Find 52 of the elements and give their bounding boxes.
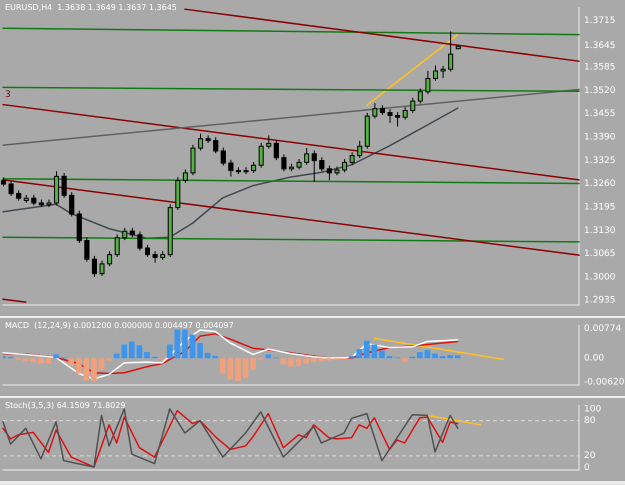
y-tick-label: 1.3390 bbox=[584, 132, 616, 143]
bar bbox=[454, 355, 461, 358]
bar bbox=[182, 330, 188, 358]
y-tick-label: 1.3585 bbox=[584, 62, 616, 73]
y-tick-label: 100 bbox=[584, 404, 602, 414]
bar bbox=[228, 358, 234, 380]
bar bbox=[212, 356, 218, 358]
bar bbox=[348, 356, 354, 358]
bar bbox=[84, 358, 90, 380]
y-tick-label: 1.3000 bbox=[584, 272, 616, 282]
y-tick-label: 0 bbox=[584, 462, 590, 473]
y-tick-label: 1.3455 bbox=[584, 109, 616, 120]
y-tick-label: 1.3260 bbox=[584, 179, 616, 190]
y-tick-label: 1.3065 bbox=[584, 249, 616, 260]
bar bbox=[318, 358, 324, 362]
annotation: 3 bbox=[5, 90, 11, 100]
y-tick-label: 1.3195 bbox=[584, 202, 616, 212]
chart-title: MACD (12,24,9) 0.001200 0.000000 0.004497 0.004097 bbox=[5, 321, 234, 330]
bar bbox=[38, 358, 44, 364]
y-tick-label: 1.2935 bbox=[584, 296, 616, 306]
bar bbox=[174, 330, 180, 358]
bar bbox=[121, 344, 128, 358]
chart-title: EURUSD,H4 1.3638 1.3649 1.3637 1.3645 bbox=[5, 3, 177, 12]
y-tick-label: 1.3520 bbox=[584, 86, 616, 96]
bar bbox=[250, 358, 256, 370]
bar bbox=[265, 354, 272, 358]
bar bbox=[166, 344, 173, 358]
bar bbox=[204, 352, 210, 358]
y-tick-label: 0.00 bbox=[584, 354, 604, 364]
y-tick-label: 20 bbox=[584, 451, 596, 462]
bar bbox=[417, 352, 423, 358]
y-tick-label: 1.3130 bbox=[584, 226, 616, 236]
bar bbox=[303, 358, 309, 364]
y-tick-label: 0.00774 bbox=[584, 324, 622, 334]
bar bbox=[46, 358, 52, 364]
bar bbox=[114, 354, 120, 358]
bar bbox=[372, 344, 378, 358]
y-tick-label: -0.00620 bbox=[584, 377, 625, 388]
bar bbox=[364, 340, 370, 358]
bar bbox=[22, 358, 29, 362]
chart-title: Stoch(3,5,3) 64.1509 71.8029 bbox=[5, 401, 126, 410]
y-tick-label: 80 bbox=[584, 416, 596, 426]
bar bbox=[356, 349, 362, 358]
y-tick-label: 1.3325 bbox=[584, 156, 616, 166]
bar bbox=[53, 354, 59, 358]
bar bbox=[129, 341, 135, 358]
y-tick-label: 1.3645 bbox=[584, 41, 616, 52]
bar bbox=[76, 358, 82, 374]
bar bbox=[220, 358, 226, 374]
y-tick-label: 1.3715 bbox=[584, 16, 616, 26]
bar bbox=[447, 355, 453, 358]
bar bbox=[68, 358, 74, 366]
